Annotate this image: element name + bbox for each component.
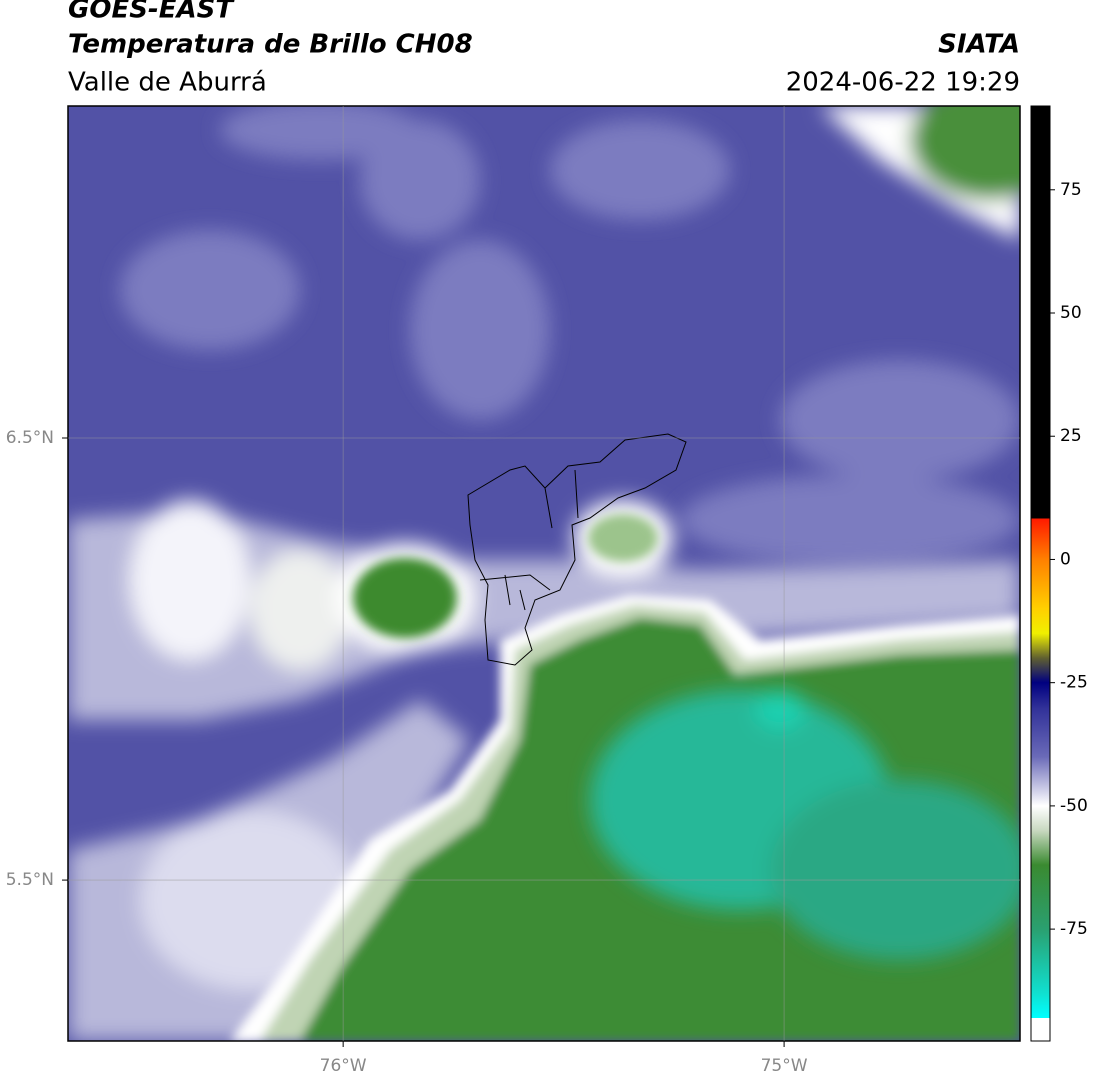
- x-tick-label: 76°W: [320, 1056, 367, 1076]
- colorbar: [1030, 105, 1051, 1042]
- title: GOES-EAST: [68, 0, 235, 25]
- valley-outline: [467, 433, 687, 666]
- colorbar-tick-label: 50: [1060, 303, 1082, 323]
- colorbar-tick-label: -50: [1060, 796, 1088, 816]
- colorbar-tick-label: 75: [1060, 180, 1082, 200]
- region: Valle de Aburrá: [68, 68, 267, 98]
- colorbar-tick-label: 0: [1060, 549, 1071, 569]
- colorbar-tick-label: -25: [1060, 673, 1088, 693]
- source: SIATA: [938, 30, 1020, 60]
- colorbar-tick-label: 25: [1060, 426, 1082, 446]
- map-frame: [67, 105, 1021, 1042]
- colorbar-tick-label: -75: [1060, 919, 1088, 939]
- datetime: 2024-06-22 19:29: [786, 68, 1020, 98]
- y-tick-label: 6.5°N: [6, 428, 54, 448]
- x-tick-label: 75°W: [761, 1056, 808, 1076]
- subtitle: Temperatura de Brillo CH08: [68, 30, 473, 60]
- y-tick-label: 5.5°N: [6, 870, 54, 890]
- imagery: [68, 106, 1020, 1041]
